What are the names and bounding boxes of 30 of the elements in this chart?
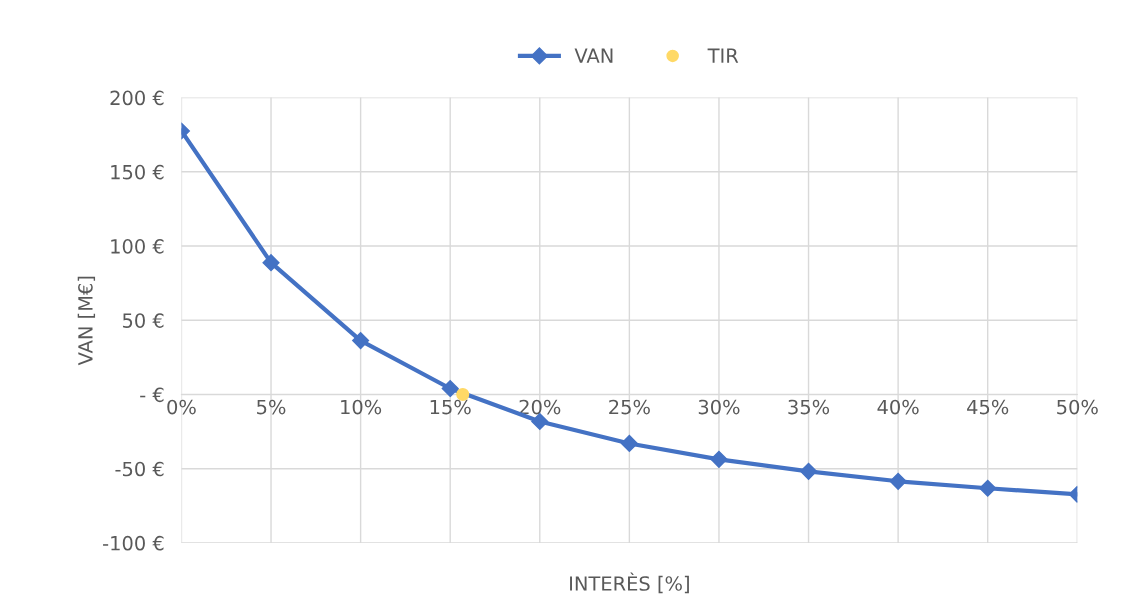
legend-label: TIR (707, 48, 739, 63)
point (799, 462, 818, 480)
x-axis-title: INTERÈS [%] (570, 572, 689, 594)
y-tick-label: -100 € (103, 535, 164, 551)
point (889, 472, 907, 490)
x-tick-label: 50% (1057, 399, 1098, 415)
x-tick-label: 30% (698, 399, 740, 415)
x-tick-label: 15% (430, 399, 471, 415)
x-tick-label: 10% (341, 399, 382, 415)
x-tick-label: 20% (519, 399, 561, 415)
y-axis-title: VAN [M€] (77, 276, 96, 366)
point (262, 254, 280, 272)
point (620, 434, 638, 453)
y-tick-label: 100 € (111, 238, 164, 254)
x-tick-label: 40% (877, 399, 919, 415)
y-tick-label: - € (140, 387, 164, 403)
x-tick-label: 25% (609, 399, 650, 415)
point (979, 479, 997, 497)
y-tick-label: 50 € (122, 313, 164, 328)
x-tick-label: 35% (788, 399, 830, 415)
legend-label: VAN (574, 48, 613, 63)
x-tick-label: 5% (257, 399, 286, 415)
x-tick-label: 45% (967, 399, 1009, 415)
y-tick-label: 150 € (111, 164, 164, 180)
point (352, 332, 370, 350)
y-tick-label: 200 € (110, 90, 164, 106)
x-tick-label: 0% (167, 399, 196, 415)
point (710, 450, 728, 468)
y-tick-label: -50 € (115, 461, 164, 477)
point (441, 379, 459, 398)
